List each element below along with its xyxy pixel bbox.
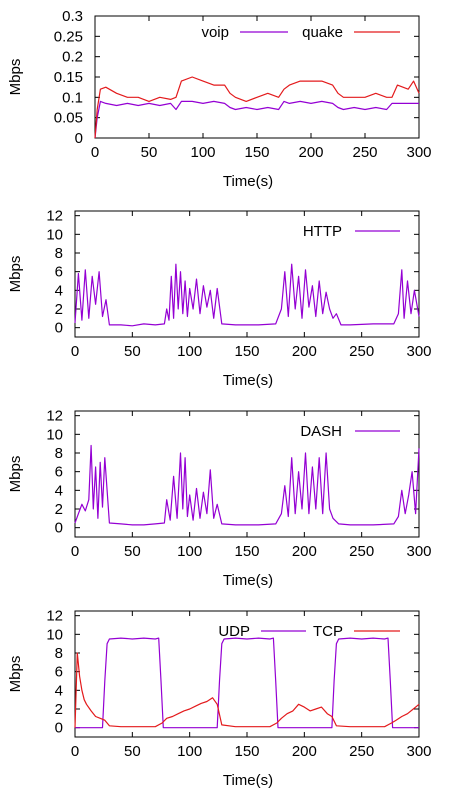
y-tick-label: 0.15 (54, 69, 83, 86)
x-tick-label: 150 (234, 343, 259, 360)
plot-frame (74, 210, 420, 338)
y-tick-label: 4 (55, 482, 63, 499)
y-tick-label: 10 (46, 226, 63, 243)
x-tick-label: 150 (244, 144, 269, 161)
x-tick-label: 0 (71, 543, 79, 560)
x-tick-label: 50 (124, 743, 141, 760)
x-tick-label: 100 (177, 743, 202, 760)
y-tick-label: 0 (55, 720, 63, 737)
legend-label: TCP (313, 623, 343, 640)
x-tick-label: 50 (124, 343, 141, 360)
x-tick-label: 250 (352, 144, 377, 161)
y-axis-label: Mbps (7, 256, 24, 293)
x-axis-label: Time(s) (223, 772, 273, 789)
y-tick-label: 12 (46, 408, 63, 425)
x-tick-label: 50 (124, 543, 141, 560)
chart-1: 0 50 100 150 200 250 300 0 0.05 0.1 0.15 0.2 0.25 0.3… (7, 8, 432, 190)
legend-label: UDP (218, 623, 250, 640)
x-axis-label: Time(s) (223, 572, 273, 589)
y-tick-label: 8 (55, 445, 63, 462)
y-tick-label: 6 (55, 664, 63, 681)
y-tick-label: 0.25 (54, 28, 83, 45)
y-tick-label: 2 (55, 501, 63, 518)
series-line-voip (94, 100, 419, 139)
x-tick-label: 200 (292, 543, 317, 560)
y-axis-label: Mbps (7, 656, 24, 693)
x-tick-label: 150 (234, 543, 259, 560)
y-tick-label: 12 (46, 608, 63, 625)
y-axis-label: Mbps (7, 59, 24, 96)
x-tick-label: 0 (91, 144, 99, 161)
x-tick-label: 250 (349, 543, 374, 560)
legend-label: quake (302, 24, 343, 41)
y-tick-label: 0.3 (62, 8, 83, 25)
y-tick-label: 10 (46, 626, 63, 643)
x-tick-label: 200 (292, 743, 317, 760)
x-tick-label: 100 (190, 144, 215, 161)
y-tick-label: 0 (75, 130, 83, 147)
series-line-tcp (74, 652, 420, 728)
x-tick-label: 300 (406, 144, 431, 161)
y-tick-label: 6 (55, 264, 63, 281)
y-tick-label: 10 (46, 426, 63, 443)
y-tick-label: 0.1 (62, 89, 83, 106)
x-tick-label: 0 (71, 743, 79, 760)
y-tick-label: 0.2 (62, 49, 83, 66)
x-tick-label: 250 (349, 343, 374, 360)
y-tick-label: 4 (55, 282, 63, 299)
x-tick-label: 0 (71, 343, 79, 360)
y-tick-label: 8 (55, 645, 63, 662)
y-tick-label: 0 (55, 320, 63, 337)
y-tick-label: 0 (55, 520, 63, 537)
plot-frame (74, 410, 420, 538)
y-tick-label: 6 (55, 464, 63, 481)
series-line-dash (74, 444, 420, 526)
series-line-http (74, 263, 420, 327)
y-tick-label: 12 (46, 208, 63, 225)
x-tick-label: 150 (234, 743, 259, 760)
y-axis-label: Mbps (7, 456, 24, 493)
y-tick-label: 8 (55, 245, 63, 262)
legend-label: voip (201, 24, 229, 41)
legend-label: HTTP (303, 223, 342, 240)
x-tick-label: 300 (406, 743, 431, 760)
plot-frame (94, 15, 420, 139)
x-axis-label: Time(s) (223, 173, 273, 190)
x-tick-label: 200 (298, 144, 323, 161)
x-tick-label: 200 (292, 343, 317, 360)
y-tick-label: 0.05 (54, 110, 83, 127)
x-tick-label: 100 (177, 543, 202, 560)
y-tick-label: 2 (55, 701, 63, 718)
x-axis-label: Time(s) (223, 372, 273, 389)
y-tick-label: 2 (55, 301, 63, 318)
series-line-udp (75, 637, 419, 729)
legend-label: DASH (300, 423, 342, 440)
x-tick-label: 300 (406, 543, 431, 560)
x-tick-label: 50 (141, 144, 158, 161)
x-tick-label: 250 (349, 743, 374, 760)
x-tick-label: 100 (177, 343, 202, 360)
x-tick-label: 300 (406, 343, 431, 360)
series-line-quake (94, 76, 420, 139)
y-tick-label: 4 (55, 682, 63, 699)
